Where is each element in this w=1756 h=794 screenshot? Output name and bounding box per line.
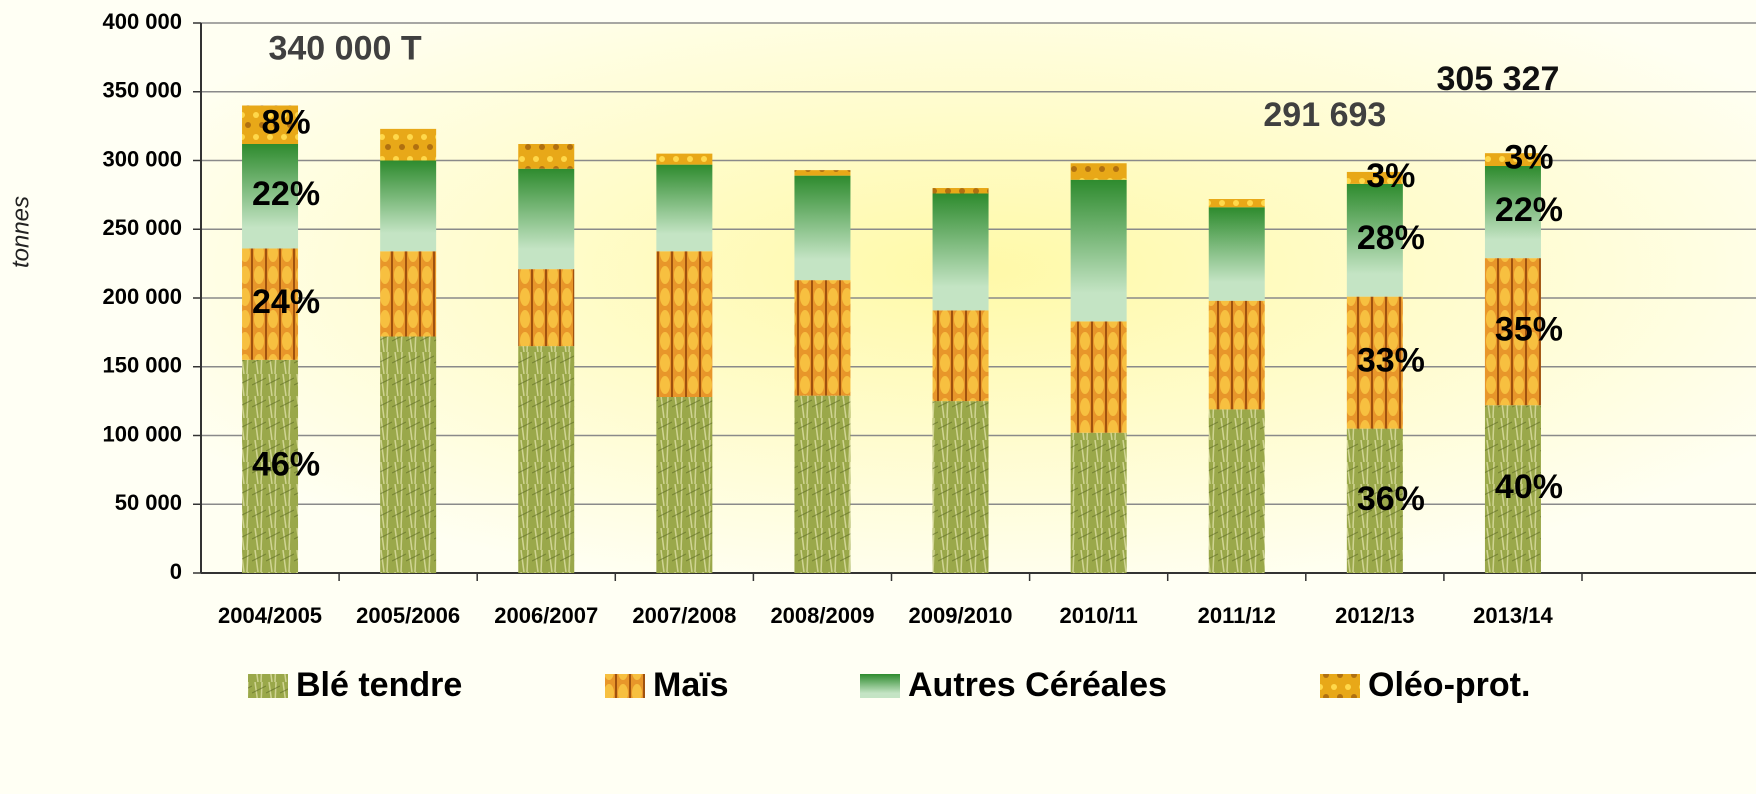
y-tick-label: 50 000 — [115, 490, 182, 515]
bar-segment — [794, 176, 850, 281]
bar-segment — [1209, 409, 1265, 573]
bar-segment — [1071, 180, 1127, 322]
total-label: 340 000 T — [268, 29, 421, 67]
bar-segment — [1209, 207, 1265, 301]
bar-segment — [656, 251, 712, 397]
chart: tonnes 0 50 000 100 000 150 000 200 000 250 0… — [0, 0, 1756, 789]
percent-label: 28% — [1357, 219, 1425, 257]
percent-label: 22% — [1495, 191, 1563, 229]
y-tick-label: 200 000 — [102, 284, 182, 309]
total-label: 305 327 — [1436, 60, 1559, 98]
bar-segment — [1209, 301, 1265, 410]
x-tick-label: 2011/12 — [1198, 603, 1276, 628]
percent-label: 36% — [1357, 480, 1425, 518]
percent-label: 3% — [1366, 157, 1415, 195]
x-tick-label: 2005/2006 — [356, 603, 460, 628]
legend-swatch — [248, 674, 288, 698]
bar-segment — [1071, 433, 1127, 573]
legend-swatch — [860, 674, 900, 698]
percent-label: 35% — [1495, 311, 1563, 349]
bar-segment — [933, 194, 989, 311]
page: {"chart_data": { "type": "stacked-bar", … — [0, 0, 1756, 789]
bar-segment — [380, 251, 436, 336]
percent-label: 8% — [261, 104, 310, 142]
percent-label: 3% — [1504, 139, 1553, 177]
bar-segment — [656, 165, 712, 252]
y-tick-label: 350 000 — [102, 78, 182, 103]
legend-label: Maïs — [653, 666, 729, 704]
bar-segment — [518, 269, 574, 346]
percent-label: 22% — [252, 175, 320, 213]
bar-segment — [518, 169, 574, 269]
bar-segment — [656, 397, 712, 573]
x-tick-label: 2012/13 — [1335, 603, 1415, 628]
percent-label: 46% — [252, 445, 320, 483]
legend-label: Oléo-prot. — [1368, 666, 1530, 704]
y-tick-label: 0 — [170, 559, 182, 584]
bar-segment — [656, 154, 712, 165]
bar-segment — [1209, 199, 1265, 207]
bar-segment — [933, 310, 989, 401]
total-label: 291 693 — [1263, 96, 1386, 134]
bar-segment — [380, 337, 436, 574]
bar-segment — [1071, 321, 1127, 432]
y-tick-label: 100 000 — [102, 421, 182, 446]
y-tick-label: 300 000 — [102, 146, 182, 171]
x-tick-label: 2009/2010 — [909, 603, 1013, 628]
bar-segment — [933, 188, 989, 194]
bar-segment — [380, 129, 436, 161]
bar-segment — [794, 396, 850, 573]
x-tick-label: 2010/11 — [1059, 603, 1137, 628]
legend-label: Autres Céréales — [908, 666, 1167, 704]
x-tick-label: 2007/2008 — [632, 603, 736, 628]
legend-swatch — [1320, 674, 1360, 698]
legend-label: Blé tendre — [296, 666, 462, 704]
percent-label: 33% — [1357, 342, 1425, 380]
y-tick-label: 250 000 — [102, 215, 182, 240]
bar-segment — [794, 170, 850, 176]
bar-segment — [380, 161, 436, 252]
y-tick-label: 150 000 — [102, 353, 182, 378]
bar-segment — [794, 280, 850, 396]
x-tick-label: 2004/2005 — [218, 603, 322, 628]
bar-segment — [518, 346, 574, 573]
x-tick-label: 2013/14 — [1473, 603, 1553, 628]
percent-label: 24% — [252, 283, 320, 321]
y-tick-label: 400 000 — [102, 9, 182, 34]
percent-label: 40% — [1495, 468, 1563, 506]
bar-segment — [518, 144, 574, 169]
legend-swatch — [605, 674, 645, 698]
x-tick-label: 2006/2007 — [494, 603, 598, 628]
bar-segment — [933, 401, 989, 573]
bar-segment — [1071, 163, 1127, 180]
x-tick-label: 2008/2009 — [770, 603, 874, 628]
y-axis-label: tonnes — [7, 196, 34, 268]
